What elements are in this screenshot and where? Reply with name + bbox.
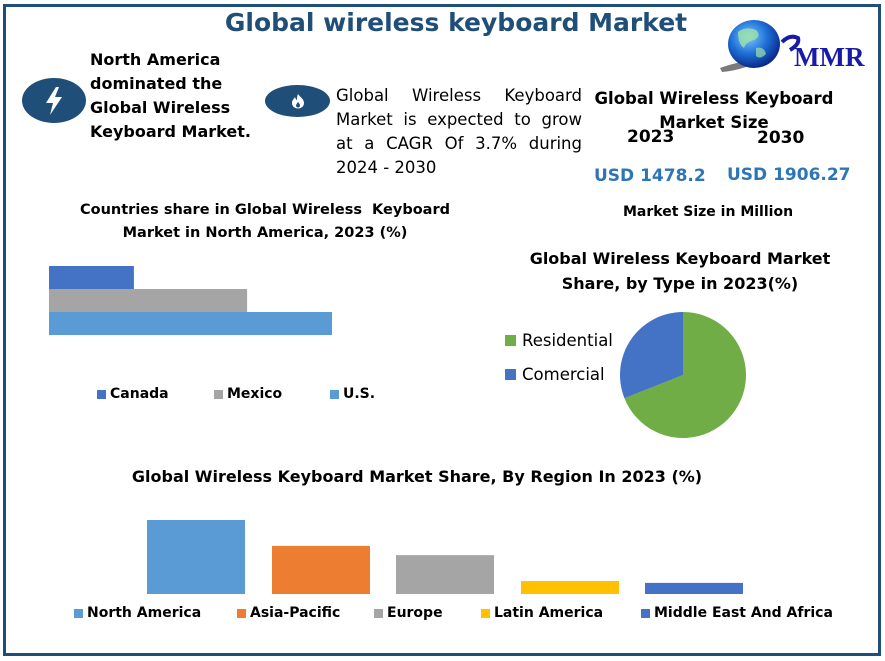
legend-label: Latin America (494, 605, 604, 621)
region-bar-chart (147, 520, 743, 594)
legend-item-residential: Residential (505, 331, 613, 350)
market-size-footnote: Market Size in Million (623, 204, 794, 220)
legend-swatch (74, 608, 83, 618)
bar-asia-pacific (272, 545, 370, 594)
legend-item-latin-america: Latin America (481, 605, 603, 621)
highlight-line: North America (90, 50, 221, 69)
legend-label: Europe (387, 605, 443, 621)
legend-swatch (374, 608, 383, 618)
cagr-text: Global Wireless Keyboard Market is expec… (336, 86, 582, 177)
bar-europe (396, 555, 494, 594)
legend-item-u-s: U.S. (330, 386, 375, 402)
year-2030: 2030 (757, 128, 805, 148)
legend-item-asia-pacific: Asia-Pacific (237, 605, 340, 621)
mmr-logo: MMR (716, 18, 866, 74)
lightning-icon (46, 86, 62, 115)
na-country-bar-chart (49, 266, 332, 335)
bar-u-s (49, 312, 332, 335)
highlight-north-america: North America dominated the Global Wirel… (90, 48, 260, 144)
page-title: Global wireless keyboard Market (224, 8, 688, 37)
market-size-title-line: Global Wireless Keyboard (594, 89, 834, 108)
legend-label: North America (87, 605, 202, 621)
pie-chart-title-line: Share, by Type in 2023(%) (561, 274, 799, 293)
legend-label: Asia-Pacific (250, 605, 341, 621)
highlight-line: Keyboard Market. (90, 122, 251, 141)
legend-item-comercial: Comercial (505, 365, 605, 384)
na-chart-title-line: Countries share in Global Wireless Keybo… (80, 202, 450, 218)
legend-swatch (97, 389, 106, 399)
market-size-title-line: Market Size (659, 113, 769, 132)
fire-icon (291, 94, 304, 109)
pie-slice-comercial (620, 312, 683, 399)
legend-label: Residential (522, 331, 613, 350)
highlight-line: Global Wireless (90, 98, 231, 117)
legend-label: Comercial (522, 365, 605, 384)
bar-mexico (49, 289, 248, 312)
pie-chart-title-line: Global Wireless Keyboard Market (529, 249, 831, 268)
legend-item-canada: Canada (97, 386, 169, 402)
pie-slice-residential (624, 312, 746, 438)
na-chart-title: Countries share in Global Wireless Keybo… (60, 199, 470, 245)
legend-item-europe: Europe (374, 605, 443, 621)
legend-label: Canada (110, 386, 169, 402)
legend-swatch (330, 389, 339, 399)
legend-item-north-america: North America (74, 605, 201, 621)
legend-label: Mexico (227, 386, 283, 402)
na-chart-title-line: Market in North America, 2023 (%) (122, 225, 408, 241)
fire-badge (265, 85, 330, 117)
region-chart-title: Global Wireless Keyboard Market Share, B… (131, 467, 703, 486)
legend-swatch (505, 369, 516, 380)
legend-swatch (481, 608, 490, 618)
legend-label: Middle East And Africa (654, 605, 833, 621)
market-size-title: Global Wireless Keyboard Market Size (594, 87, 834, 135)
pie-chart-title: Global Wireless Keyboard Market Share, b… (520, 246, 840, 296)
infographic-frame (3, 4, 881, 656)
legend-swatch (505, 335, 516, 346)
year-2023: 2023 (627, 127, 675, 147)
bar-north-america (147, 520, 245, 594)
market-value-2023: USD 1478.2 (594, 166, 706, 186)
legend-item-middle-east-and-africa: Middle East And Africa (641, 605, 833, 621)
legend-swatch (237, 608, 246, 618)
market-value-2030: USD 1906.27 (727, 165, 851, 185)
legend-swatch (214, 389, 223, 399)
type-pie-chart (620, 312, 746, 438)
bar-canada (49, 266, 134, 289)
highlight-line: dominated the (90, 74, 223, 93)
bar-latin-america (521, 581, 619, 594)
lightning-badge (22, 78, 86, 123)
legend-swatch (641, 608, 650, 618)
bar-middle-east-and-africa (645, 582, 743, 594)
logo-text: MMR (794, 42, 865, 72)
legend-label: U.S. (343, 386, 376, 402)
legend-item-mexico: Mexico (214, 386, 282, 402)
globe-icon (720, 20, 801, 72)
